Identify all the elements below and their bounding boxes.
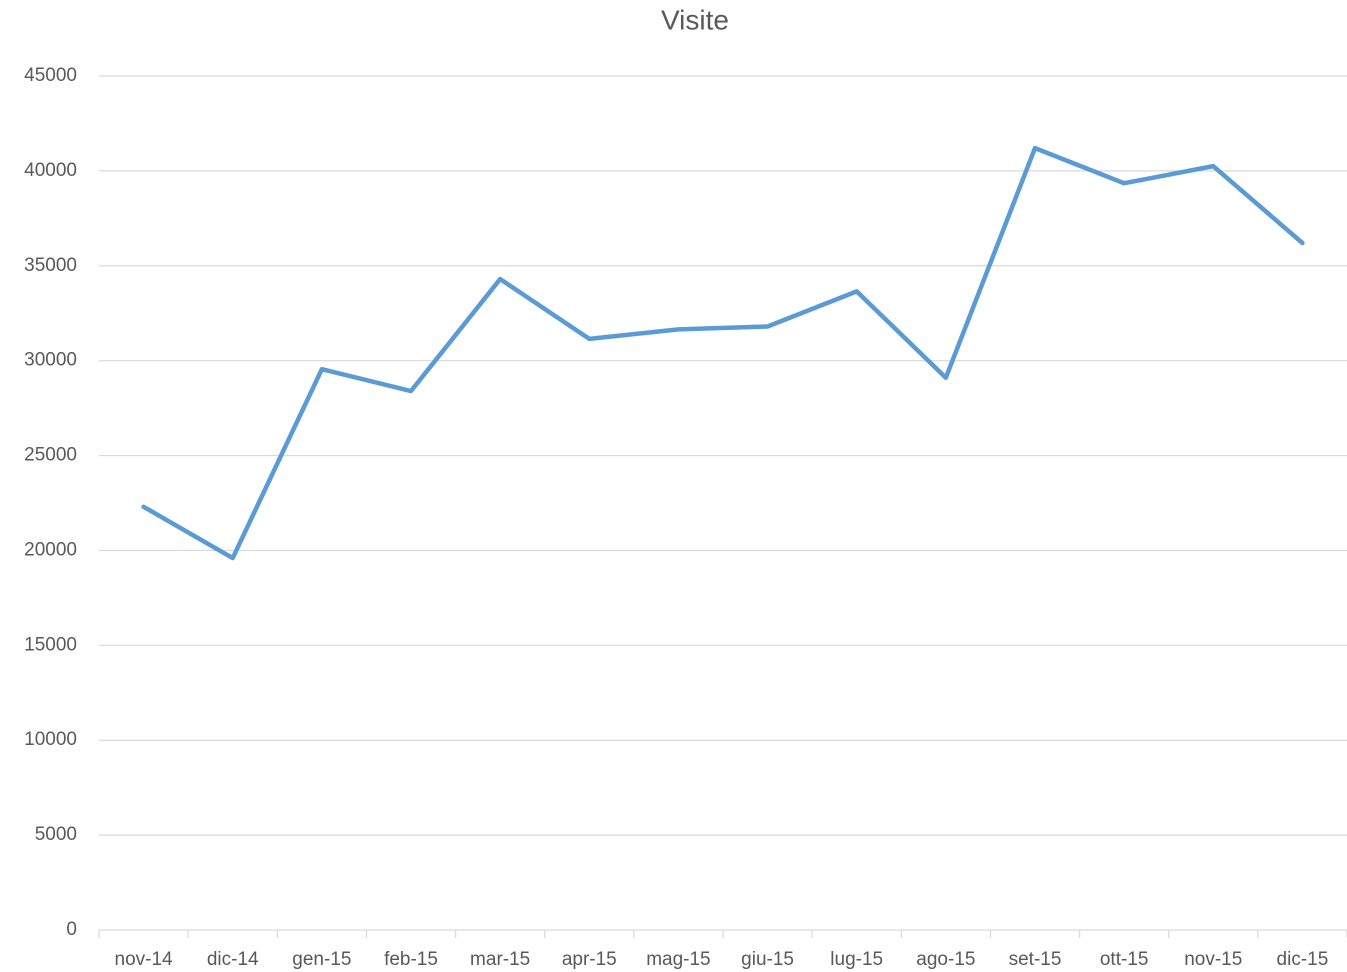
y-tick-label: 25000: [24, 445, 77, 466]
x-tick-label: mar-15: [470, 949, 530, 970]
chart-title: Visite: [661, 4, 729, 35]
x-tick-label: apr-15: [562, 949, 617, 970]
y-tick-label: 5000: [35, 824, 77, 845]
x-tick-label: dic-15: [1277, 949, 1329, 970]
y-tick-label: 15000: [24, 634, 77, 655]
x-tick-label: feb-15: [384, 949, 438, 970]
x-tick-label: gen-15: [292, 949, 351, 970]
x-tick-label: nov-14: [115, 949, 174, 970]
y-tick-label: 30000: [24, 350, 77, 371]
x-tick-label: ago-15: [916, 949, 975, 970]
y-tick-label: 10000: [24, 729, 77, 750]
y-tick-label: 35000: [24, 255, 77, 276]
x-tick-label: lug-15: [830, 949, 883, 970]
x-tick-label: mag-15: [646, 949, 710, 970]
y-tick-label: 45000: [24, 65, 77, 86]
x-tick-label: nov-15: [1184, 949, 1242, 970]
y-tick-label: 0: [66, 919, 77, 940]
y-tick-label: 40000: [24, 160, 77, 181]
x-tick-label: giu-15: [741, 949, 794, 970]
x-tick-label: dic-14: [207, 949, 259, 970]
x-tick-label: set-15: [1009, 949, 1062, 970]
x-tick-label: ott-15: [1100, 949, 1149, 970]
y-tick-label: 20000: [24, 539, 77, 560]
data-line: [141, 145, 1305, 561]
